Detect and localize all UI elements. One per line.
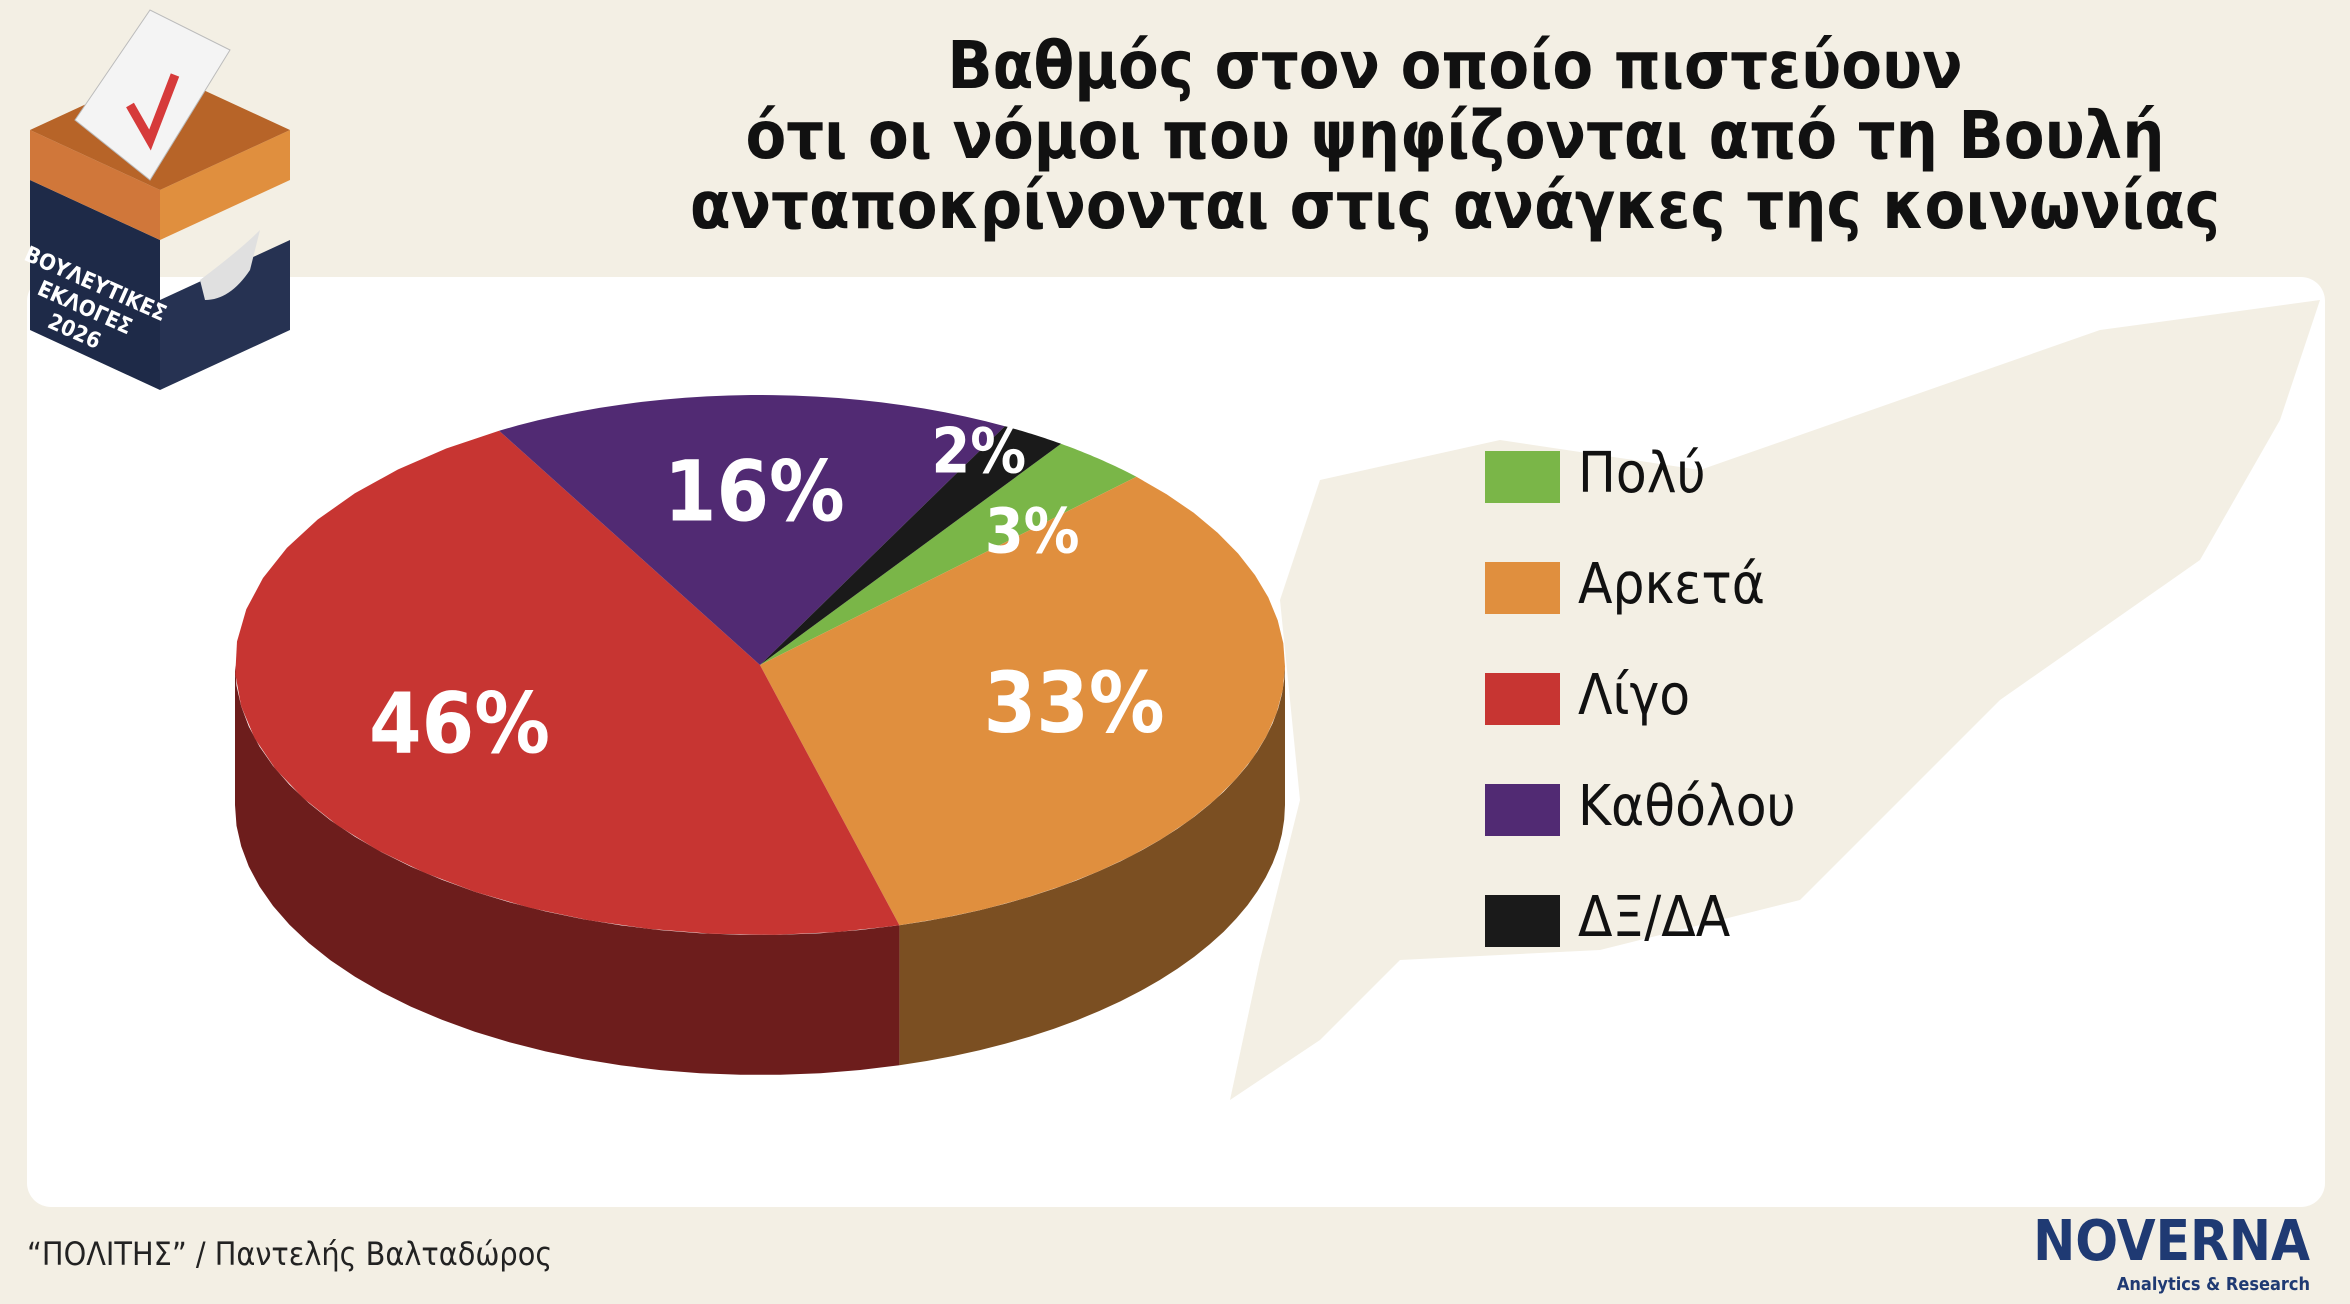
legend-label: Πολύ <box>1578 441 1706 506</box>
legend-swatch <box>1485 784 1560 836</box>
legend-label: ΔΞ/ΔΑ <box>1578 885 1731 950</box>
logo-tagline: Analytics & Research <box>2117 1274 2310 1295</box>
legend-swatch <box>1485 895 1560 947</box>
slice <box>760 426 1062 665</box>
data-label: 3% <box>985 495 1080 568</box>
title-line: Βαθμός στον οποίο πιστεύουν <box>947 27 1962 104</box>
slice-side <box>899 665 1285 1066</box>
logo: NOVERNA <box>2033 1209 2310 1274</box>
legend-label: Λίγο <box>1578 663 1690 728</box>
slice <box>235 430 900 935</box>
slice <box>760 476 1285 926</box>
data-label: 16% <box>664 443 845 541</box>
title-line: ότι οι νόμοι που ψηφίζονται από τη Βουλή <box>745 97 2164 174</box>
ballot-box <box>30 9 290 390</box>
legend-label: Καθόλου <box>1578 774 1796 839</box>
data-label: 46% <box>369 674 550 772</box>
data-label: 2% <box>931 415 1026 488</box>
slice <box>499 395 1005 665</box>
legend-swatch <box>1485 562 1560 614</box>
legend-swatch <box>1485 451 1560 503</box>
legend-label: Αρκετά <box>1578 552 1765 617</box>
slice-side <box>235 665 900 1075</box>
source: “ΠΟΛΙΤΗΣ” / Παντελής Βαλταδώρος <box>27 1235 552 1273</box>
title-line: ανταποκρίνονται στις ανάγκες της κοινωνί… <box>690 167 2220 244</box>
data-label: 33% <box>984 654 1165 752</box>
legend-swatch <box>1485 673 1560 725</box>
slice <box>760 443 1137 665</box>
